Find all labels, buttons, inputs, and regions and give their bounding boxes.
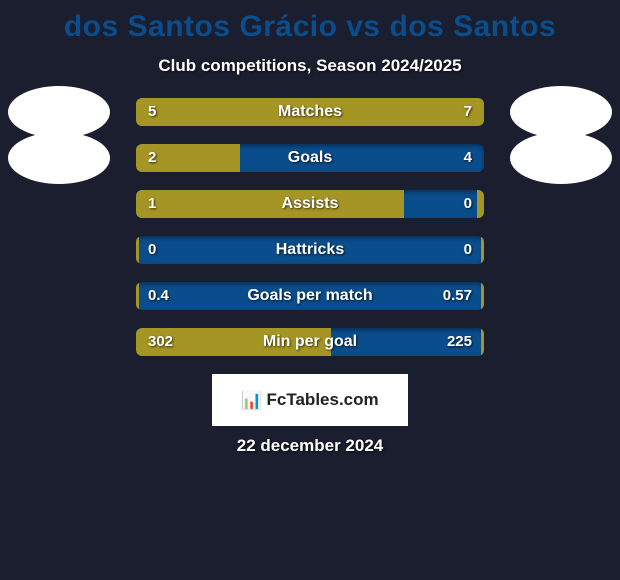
left-value: 0.4 — [148, 282, 169, 310]
comparison-infographic: dos Santos Grácio vs dos Santos Club com… — [0, 0, 620, 466]
bar-label: Min per goal — [136, 328, 484, 356]
bar-label: Hattricks — [136, 236, 484, 264]
logo-box: 📊 FcTables.com — [212, 374, 408, 426]
stat-row: Goals per match0.4 0.57 — [0, 282, 620, 310]
bar-label: Goals — [136, 144, 484, 172]
bar-label: Assists — [136, 190, 484, 218]
bar-track: Assists1 0 — [136, 190, 484, 218]
stat-row: Goals2 4 — [0, 144, 620, 172]
subtitle: Club competitions, Season 2024/2025 — [0, 56, 620, 76]
bar-label: Goals per match — [136, 282, 484, 310]
avatar — [510, 86, 612, 138]
right-value: 7 — [464, 98, 472, 126]
left-value: 5 — [148, 98, 156, 126]
bar-track: Hattricks0 0 — [136, 236, 484, 264]
left-value: 302 — [148, 328, 173, 356]
right-value: 225 — [447, 328, 472, 356]
date-label: 22 december 2024 — [0, 436, 620, 456]
right-value: 0 — [464, 190, 472, 218]
logo-label: FcTables.com — [267, 390, 379, 410]
avatar — [8, 86, 110, 138]
bar-track: Goals per match0.4 0.57 — [136, 282, 484, 310]
stat-row: Assists1 0 — [0, 190, 620, 218]
right-value: 0.57 — [443, 282, 472, 310]
page-title: dos Santos Grácio vs dos Santos — [0, 10, 620, 44]
left-value: 2 — [148, 144, 156, 172]
chart-icon: 📊 — [241, 392, 262, 409]
logo-text: 📊 FcTables.com — [241, 390, 378, 410]
bar-label: Matches — [136, 98, 484, 126]
left-value: 0 — [148, 236, 156, 264]
stat-row: Min per goal302 225 — [0, 328, 620, 356]
left-value: 1 — [148, 190, 156, 218]
bar-track: Min per goal302 225 — [136, 328, 484, 356]
right-value: 4 — [464, 144, 472, 172]
stat-row: Hattricks0 0 — [0, 236, 620, 264]
stats-rows: Matches57Goals24Assists10Hattricks00Goal… — [0, 98, 620, 356]
right-value: 0 — [464, 236, 472, 264]
bar-track: Goals2 4 — [136, 144, 484, 172]
avatar — [510, 132, 612, 184]
stat-row: Matches5 7 — [0, 98, 620, 126]
avatar — [8, 132, 110, 184]
bar-track: Matches5 7 — [136, 98, 484, 126]
